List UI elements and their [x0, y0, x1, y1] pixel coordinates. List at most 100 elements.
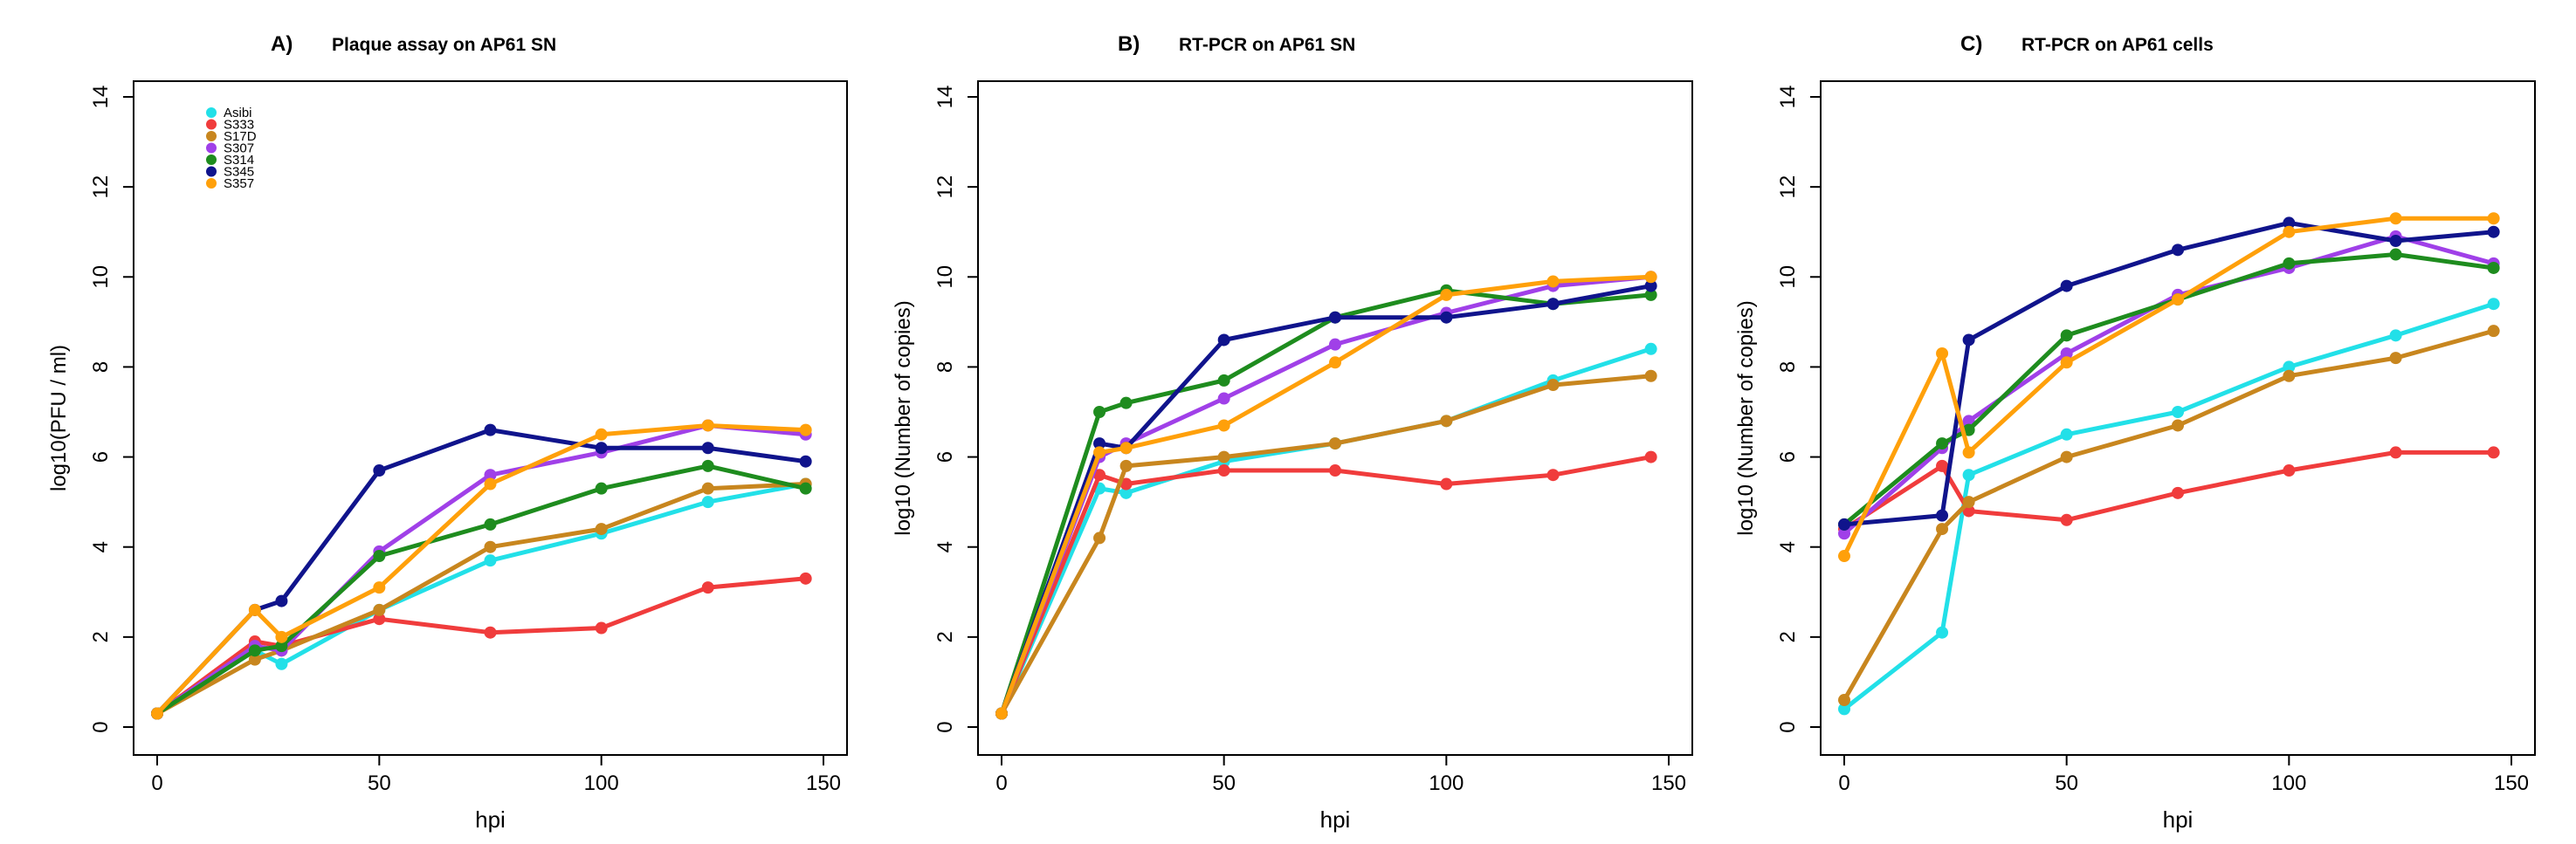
data-point [701, 442, 714, 455]
legend-marker [206, 166, 217, 177]
data-point [1217, 374, 1230, 387]
chart-title: Plaque assay on AP61 SN [332, 35, 556, 55]
y-tick-label: 8 [89, 361, 113, 373]
y-tick-label: 0 [1776, 721, 1800, 732]
plot-frame [1820, 80, 2536, 756]
data-point [2172, 293, 2184, 306]
legend-entry: S345 [224, 165, 254, 180]
y-tick-label: 12 [89, 175, 113, 199]
series-line [999, 374, 1651, 715]
panel-title: C) RT-PCR on AP61 cells [1960, 32, 2214, 56]
y-tick-label: 14 [1776, 86, 1800, 109]
y-tick-label: 8 [1776, 361, 1800, 373]
data-point [484, 423, 497, 436]
data-point [248, 603, 261, 616]
y-tick-label: 14 [933, 86, 957, 109]
series-line [1842, 216, 2494, 558]
data-point [1119, 442, 1133, 455]
y-tick-label: 2 [1776, 631, 1800, 642]
y-tick-label: 6 [1776, 451, 1800, 463]
data-point [2389, 235, 2402, 248]
x-tick-label: 150 [1651, 772, 1686, 795]
data-point [2389, 329, 2402, 342]
y-tick-label: 10 [933, 265, 957, 289]
series-s314 [151, 459, 812, 720]
series-s357 [995, 271, 1657, 720]
data-point [1962, 496, 1975, 509]
data-point [2487, 225, 2500, 238]
y-axis-label: log10 (Number of copies) [1734, 300, 1758, 535]
panel-label: C) [1960, 32, 1982, 56]
series-s345 [1838, 216, 2500, 531]
legend-entry: S314 [224, 153, 254, 168]
data-point [373, 613, 386, 626]
data-point [2487, 325, 2500, 338]
y-tick-label: 0 [933, 721, 957, 732]
data-point [1329, 311, 1341, 324]
data-point [2283, 369, 2296, 382]
data-point [701, 482, 714, 495]
data-point [1644, 450, 1657, 463]
x-tick-label: 50 [1212, 772, 1236, 795]
data-point [1440, 477, 1453, 491]
y-tick-label: 12 [933, 175, 957, 199]
x-tick-label: 0 [1838, 772, 1849, 795]
data-point [248, 653, 261, 666]
legend-entry: Asibi [224, 106, 252, 120]
data-point [2487, 446, 2500, 459]
data-point [1440, 288, 1453, 301]
y-axis-label: log10 (Number of copies) [892, 300, 915, 535]
data-point [701, 459, 714, 472]
data-point [1546, 379, 1560, 392]
x-tick-label: 100 [2271, 772, 2306, 795]
legend-entry: S307 [224, 141, 254, 156]
data-point [1838, 550, 1850, 563]
data-point [2060, 450, 2073, 463]
data-point [2283, 257, 2296, 270]
data-point [2172, 419, 2184, 432]
series-line [1842, 328, 2495, 702]
data-point [2283, 216, 2296, 230]
data-point [1838, 527, 1850, 540]
data-point [1936, 626, 1949, 639]
series-line [155, 423, 806, 716]
data-point [1093, 469, 1106, 482]
y-tick-label: 10 [1776, 265, 1800, 289]
data-point [595, 621, 608, 635]
y-tick-label: 0 [89, 721, 113, 732]
data-point [1119, 459, 1133, 472]
data-point [595, 442, 608, 455]
data-point [2172, 244, 2184, 257]
series-line [1843, 220, 2494, 527]
chart-title: RT-PCR on AP61 SN [1179, 35, 1355, 55]
y-tick-label: 2 [89, 631, 113, 642]
data-point [799, 423, 812, 436]
data-point [799, 482, 812, 495]
legend-marker [206, 142, 217, 154]
data-point [1546, 298, 1560, 311]
data-point [1217, 392, 1230, 405]
data-point [701, 496, 714, 509]
data-point [248, 644, 261, 657]
data-point [373, 581, 386, 594]
data-point [1440, 415, 1453, 428]
x-tick-label: 100 [584, 772, 619, 795]
data-point [799, 455, 812, 468]
data-point [2172, 406, 2184, 418]
x-tick-label: 0 [151, 772, 162, 795]
panel-title: A) Plaque assay on AP61 SN [271, 32, 556, 56]
series-s357 [151, 419, 812, 720]
data-point [373, 550, 386, 563]
data-point [1644, 288, 1657, 301]
legend-entry: S17D [224, 129, 257, 144]
data-point [2172, 486, 2184, 499]
y-tick-label: 14 [89, 86, 113, 109]
data-point [373, 464, 386, 477]
panel-b: B) RT-PCR on AP61 SN 0 50 100 150 hpi 0 2 4 6 8 10 12… [892, 32, 1693, 833]
panel-title: B) RT-PCR on AP61 SN [1118, 32, 1355, 56]
plot-frame [133, 80, 848, 756]
plot-frame [977, 80, 1693, 756]
data-point [1546, 469, 1560, 482]
